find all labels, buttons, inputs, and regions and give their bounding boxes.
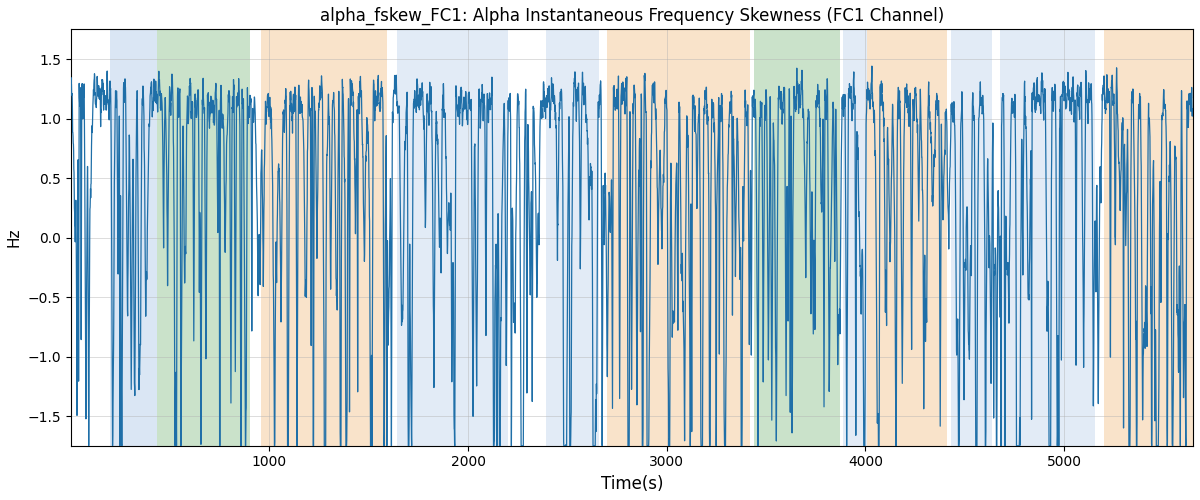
Bar — [1001, 30, 1094, 446]
Title: alpha_fskew_FC1: Alpha Instantaneous Frequency Skewness (FC1 Channel): alpha_fskew_FC1: Alpha Instantaneous Fre… — [320, 7, 944, 25]
Bar — [109, 30, 157, 446]
Bar — [157, 30, 250, 446]
Bar — [868, 30, 947, 446]
Bar — [844, 30, 868, 446]
Bar — [546, 30, 599, 446]
Bar — [950, 30, 992, 446]
Y-axis label: Hz: Hz — [7, 228, 22, 248]
Bar — [396, 30, 508, 446]
Bar — [607, 30, 750, 446]
Bar — [754, 30, 840, 446]
X-axis label: Time(s): Time(s) — [601, 475, 664, 493]
Bar — [1104, 30, 1193, 446]
Bar — [260, 30, 386, 446]
